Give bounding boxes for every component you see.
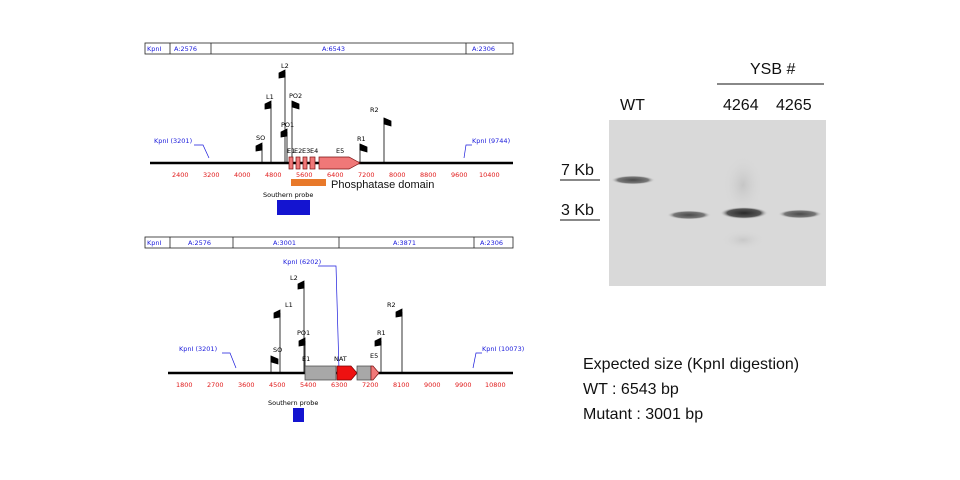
svg-text:2400: 2400 (172, 171, 189, 179)
mut-gray-region-left (304, 365, 337, 381)
svg-text:4500: 4500 (269, 381, 286, 389)
expected-wt: WT : 6543 bp (583, 381, 679, 398)
svg-text:5400: 5400 (300, 381, 317, 389)
mut-probe-label: Southern probe (268, 399, 318, 407)
wt-primer-po2: PO2 (289, 92, 302, 100)
wt-primer-l1: L1 (266, 93, 274, 101)
svg-text:4800: 4800 (265, 171, 282, 179)
mut-primer-r1: R1 (377, 329, 386, 337)
mut-site-6202: KpnI (6202) (283, 258, 321, 266)
phosphatase-domain-label: Phosphatase domain (331, 179, 434, 191)
mut-feature-e1: E1 (302, 355, 310, 363)
gel-group-label: YSB # (750, 61, 795, 78)
svg-text:8100: 8100 (393, 381, 410, 389)
mut-primer-l1: L1 (285, 301, 293, 309)
wt-frag-3: A:2306 (472, 45, 495, 53)
mut-fragment-bar (144, 236, 514, 249)
band-4264-3kb (720, 207, 768, 219)
mut-primers (270, 280, 403, 373)
mut-frag-2: A:3001 (273, 239, 296, 247)
wt-primer-so: SO (256, 134, 265, 142)
mut-frag-4: A:2306 (480, 239, 503, 247)
mut-gray-region-right (356, 365, 372, 381)
gel-lane-wt: WT (620, 97, 645, 114)
wt-primer-r1: R1 (357, 135, 366, 143)
wt-exon-e5: E5 (336, 147, 344, 155)
wt-fragment-bar (144, 42, 514, 55)
svg-text:3200: 3200 (203, 171, 220, 179)
wt-exon-e2: E2 (294, 147, 302, 155)
svg-text:10400: 10400 (479, 171, 500, 179)
band-wt-7kb (611, 175, 655, 185)
mut-southern-probe (293, 408, 304, 422)
mut-map: KpnI A:2576 A:3001 A:3871 A:2306 KpnI (6… (144, 236, 524, 422)
svg-text:2700: 2700 (207, 381, 224, 389)
mut-site-10073: KpnI (10073) (482, 345, 524, 353)
svg-text:10800: 10800 (485, 381, 506, 389)
wt-frag-kpni: KpnI (147, 45, 162, 53)
mut-feature-nat: NAT (334, 355, 347, 363)
wt-frag-1: A:2576 (174, 45, 197, 53)
wt-primer-r2: R2 (370, 106, 379, 114)
svg-text:3600: 3600 (238, 381, 255, 389)
svg-text:7200: 7200 (362, 381, 379, 389)
wt-exons (288, 156, 361, 170)
mut-frag-3: A:3871 (393, 239, 416, 247)
mut-frag-1: A:2576 (188, 239, 211, 247)
band-4265-3kb (778, 209, 822, 219)
phosphatase-domain-bar (291, 179, 326, 186)
wt-map: KpnI A:2576 A:6543 A:2306 KpnI (3201) Kp… (144, 42, 514, 215)
svg-text:4000: 4000 (234, 171, 251, 179)
mut-feature-e5: E5 (370, 352, 378, 360)
southern-blot: YSB # WT 4264 4265 7 Kb 3 Kb (560, 61, 826, 286)
svg-text:7200: 7200 (358, 171, 375, 179)
gel-image (609, 120, 826, 286)
wt-probe-label: Southern probe (263, 191, 313, 199)
expected-mutant: Mutant : 3001 bp (583, 406, 704, 423)
svg-text:9000: 9000 (424, 381, 441, 389)
svg-text:5600: 5600 (296, 171, 313, 179)
svg-text:6300: 6300 (331, 381, 348, 389)
wt-scale: 2400 3200 4000 4800 5600 6400 7200 8000 … (172, 171, 500, 179)
band-lane2-3kb (667, 210, 711, 220)
wt-primer-l2: L2 (281, 62, 289, 70)
svg-text:8800: 8800 (420, 171, 437, 179)
marker-7kb: 7 Kb (561, 162, 594, 179)
wt-site-2: KpnI (9744) (472, 137, 510, 145)
svg-text:9900: 9900 (455, 381, 472, 389)
wt-primers (255, 69, 392, 163)
gel-lane-4264: 4264 (723, 97, 759, 114)
mut-primer-so: SO (273, 346, 282, 354)
wt-exon-e4: E4 (310, 147, 318, 155)
svg-text:8000: 8000 (389, 171, 406, 179)
wt-site-1: KpnI (3201) (154, 137, 192, 145)
wt-primer-po1: PO1 (281, 121, 294, 129)
svg-text:9600: 9600 (451, 171, 468, 179)
gel-lane-4265: 4265 (776, 97, 812, 114)
mut-primer-po1: PO1 (297, 329, 310, 337)
wt-exon-e1: E1 (287, 147, 295, 155)
wt-southern-probe (277, 200, 310, 215)
svg-text:1800: 1800 (176, 381, 193, 389)
mut-scale: 1800 2700 3600 4500 5400 6300 7200 8100 … (176, 381, 506, 389)
mut-exon-e5 (370, 365, 380, 381)
mut-primer-l2: L2 (290, 274, 298, 282)
marker-3kb: 3 Kb (561, 202, 594, 219)
svg-text:6400: 6400 (327, 171, 344, 179)
wt-exon-e3: E3 (302, 147, 310, 155)
nat-cassette (336, 365, 358, 381)
expected-title: Expected size (KpnI digestion) (583, 356, 800, 373)
wt-frag-2: A:6543 (322, 45, 345, 53)
mut-primer-r2: R2 (387, 301, 396, 309)
mut-frag-kpni: KpnI (147, 239, 162, 247)
mut-site-3201: KpnI (3201) (179, 345, 217, 353)
